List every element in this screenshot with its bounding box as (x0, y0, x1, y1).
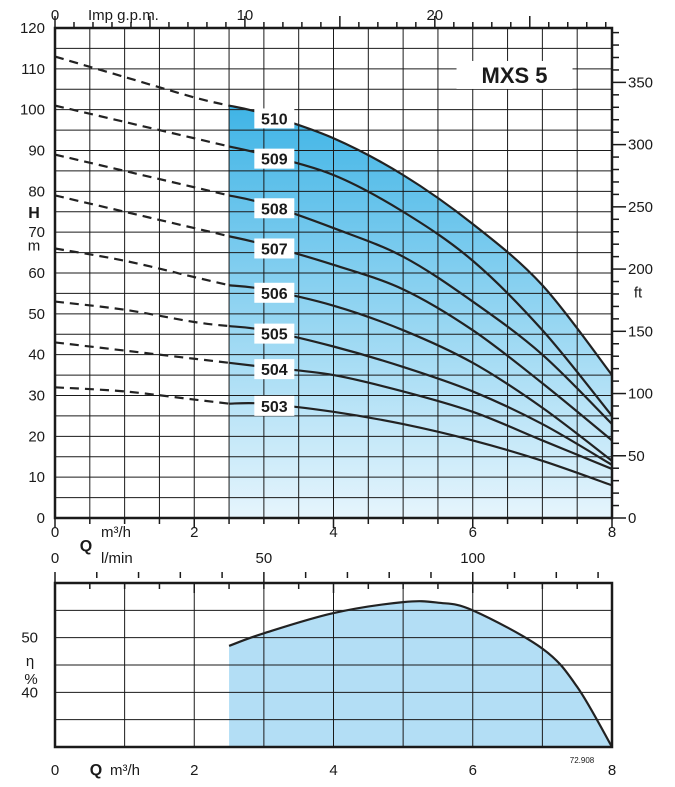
curve-label-506: 506 (261, 286, 288, 303)
ft-tick-label: 200 (628, 261, 653, 278)
y-tick-label: 40 (28, 347, 45, 364)
curve-label-box (254, 108, 295, 129)
curve-label-503: 503 (261, 399, 288, 416)
curve-508-dashed (55, 153, 230, 197)
q-tick-label: 2 (190, 524, 198, 541)
lpm-axis-label: l/min (101, 550, 133, 567)
y-tick-label: 0 (37, 510, 45, 527)
q-tick-label: 6 (469, 524, 477, 541)
y-tick-label: 30 (28, 388, 45, 405)
curve-label-507: 507 (261, 241, 288, 258)
curve-504-dashed (55, 341, 230, 364)
chart-title: MXS 5 (482, 63, 548, 88)
drawing-code: 72.908 (570, 756, 595, 765)
lpm-tick-label: 0 (51, 550, 59, 567)
curve-506-dashed (55, 247, 230, 287)
eff-y-tick-label: 50 (21, 630, 38, 647)
lpm-tick-label: 100 (460, 550, 485, 567)
y-tick-label: 50 (28, 306, 45, 323)
y-tick-label: 90 (28, 143, 45, 160)
eff-axis-unit: % (24, 671, 37, 688)
gpm-tick-label: 10 (237, 7, 254, 24)
efficiency-curve (228, 600, 612, 747)
y-tick-label: 100 (20, 102, 45, 119)
y-tick-label: 10 (28, 469, 45, 486)
gpm-tick-label: 20 (426, 7, 443, 24)
ft-tick-label: 300 (628, 137, 653, 154)
curve-507-dashed (55, 194, 230, 238)
q-tick-label: 8 (608, 524, 616, 541)
ft-tick-label: 350 (628, 74, 653, 91)
q-symbol-label: Q (80, 538, 92, 555)
curve-label-box (254, 282, 295, 303)
eff-x-tick-label: 6 (469, 762, 477, 779)
curve-509-dashed (55, 104, 230, 148)
curve-label-box (254, 238, 295, 259)
curve-label-508: 508 (261, 201, 288, 218)
ft-tick-label: 50 (628, 448, 645, 465)
q-unit-label: m³/h (101, 524, 131, 541)
curve-label-505: 505 (261, 327, 288, 344)
gpm-axis-label: Imp g.p.m. (88, 7, 159, 24)
y-tick-label: 120 (20, 20, 45, 37)
lpm-tick-label: 50 (256, 550, 273, 567)
q-tick-label: 0 (51, 524, 59, 541)
curve-label-box (254, 148, 295, 169)
y-tick-label: 80 (28, 183, 45, 200)
y-axis-unit: m (28, 238, 41, 255)
ft-axis-label: ft (634, 285, 643, 302)
y-axis-symbol: H (28, 205, 40, 222)
y-tick-label: 70 (28, 224, 45, 241)
curve-510-dashed (55, 55, 230, 107)
eff-x-tick-label: 8 (608, 762, 616, 779)
curve-label-box (254, 198, 295, 219)
ft-tick-label: 0 (628, 510, 636, 527)
y-tick-label: 20 (28, 428, 45, 445)
eff-q-unit: m³/h (110, 762, 140, 779)
curve-label-504: 504 (261, 362, 288, 379)
eff-y-tick-label: 40 (21, 684, 38, 701)
curve-label-509: 509 (261, 152, 288, 169)
ft-tick-label: 250 (628, 199, 653, 216)
gpm-tick-label: 0 (51, 7, 59, 24)
y-tick-label: 60 (28, 265, 45, 282)
ft-tick-label: 150 (628, 323, 653, 340)
curve-label-box (254, 323, 295, 344)
q-tick-label: 4 (329, 524, 337, 541)
curve-label-box (254, 359, 295, 380)
ft-tick-label: 100 (628, 386, 653, 403)
curve-label-510: 510 (261, 111, 288, 128)
eff-x-tick-label: 2 (190, 762, 198, 779)
efficiency-area-fill (229, 601, 612, 747)
eff-axis-symbol: η (26, 653, 34, 670)
eff-q-symbol: Q (90, 762, 102, 779)
operating-area-fill (229, 105, 612, 518)
curve-label-box (254, 395, 295, 416)
eff-x-tick-label: 4 (329, 762, 337, 779)
title-box (456, 60, 573, 89)
eff-x-tick-label: 0 (51, 762, 59, 779)
y-tick-label: 110 (21, 61, 45, 78)
